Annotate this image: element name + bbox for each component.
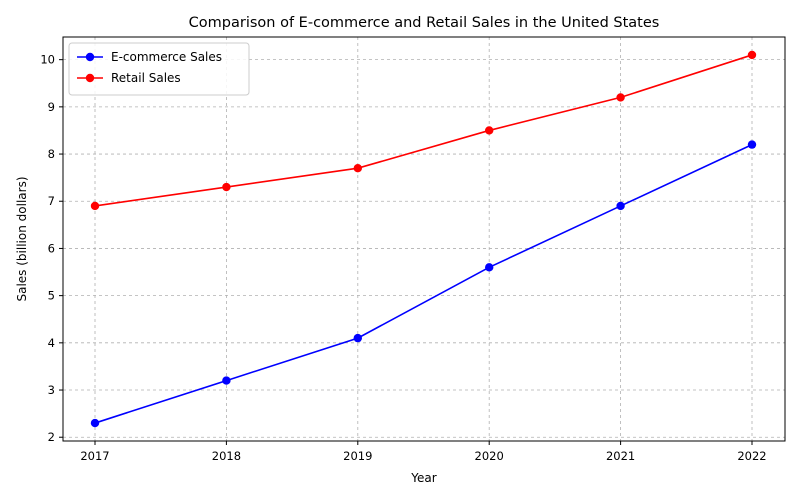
data-point <box>90 201 100 211</box>
y-axis-label: Sales (billion dollars) <box>15 177 29 302</box>
axis-ticks: 2017 2018 2019 2020 2021 2022 2 3 4 5 6 7 8 9 10 <box>40 53 766 463</box>
y-tick-label: 9 <box>48 100 55 114</box>
data-point <box>222 182 231 192</box>
y-tick-label: 7 <box>48 194 55 208</box>
legend-label: E-commerce Sales <box>111 50 222 64</box>
data-point <box>222 376 231 385</box>
y-tick-label: 8 <box>48 147 55 161</box>
plot-area-frame <box>62 36 786 442</box>
data-point <box>616 201 625 211</box>
data-point <box>616 93 625 102</box>
data-point <box>485 263 494 272</box>
y-tick-label: 5 <box>48 289 55 303</box>
y-tick-label: 2 <box>48 430 55 444</box>
y-tick-label: 4 <box>48 336 55 350</box>
legend-label: Retail Sales <box>111 71 181 85</box>
x-tick-label: 2021 <box>606 449 635 463</box>
series-layer <box>90 50 757 428</box>
y-tick-label: 10 <box>40 53 55 67</box>
x-tick-label: 2017 <box>80 449 109 463</box>
chart-title: Comparison of E-commerce and Retail Sale… <box>189 15 660 31</box>
series-line-1 <box>94 54 753 207</box>
x-tick-label: 2018 <box>212 449 241 463</box>
x-tick-label: 2020 <box>475 449 504 463</box>
data-point <box>90 418 100 428</box>
series-line-0 <box>94 143 753 424</box>
legend: E-commerce Sales Retail Sales <box>68 42 250 96</box>
y-tick-label: 3 <box>48 383 55 397</box>
x-tick-label: 2019 <box>343 449 372 463</box>
x-tick-label: 2022 <box>737 449 766 463</box>
data-point <box>747 140 757 149</box>
legend-box <box>68 42 250 96</box>
data-point <box>747 50 757 60</box>
data-point <box>485 126 494 135</box>
data-point <box>353 164 362 173</box>
legend-marker <box>85 52 95 62</box>
x-axis-label: Year <box>410 471 436 485</box>
legend-marker <box>85 73 95 83</box>
data-point <box>353 333 362 343</box>
grid-lines <box>63 37 785 441</box>
y-tick-label: 6 <box>48 241 55 255</box>
